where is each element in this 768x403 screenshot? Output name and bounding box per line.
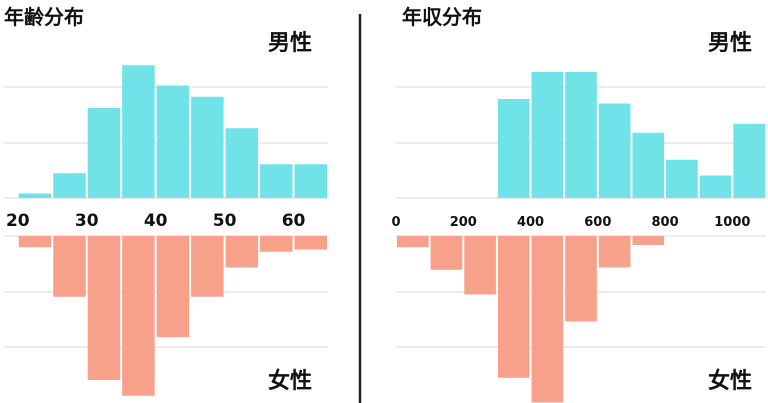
age-female-label: 女性 <box>268 368 312 394</box>
income-female-bar <box>598 236 631 268</box>
income-female-bar <box>632 236 665 245</box>
income-female-bar <box>464 236 496 295</box>
age-female-bar <box>294 236 327 250</box>
income-male-bar <box>531 72 564 198</box>
income-female-label: 女性 <box>708 368 752 394</box>
income-male-label: 男性 <box>708 31 752 56</box>
age-male-bar <box>87 108 121 198</box>
income-distribution-panel: 年収分布 男性 女性 0 200 400 600 800 1000 <box>391 5 766 403</box>
income-female-bar <box>565 236 597 322</box>
income-female-bar <box>397 236 429 248</box>
age-male-bar <box>156 85 190 198</box>
income-male-bar <box>733 123 765 198</box>
age-female-bar <box>87 236 121 380</box>
income-male-bar <box>497 99 530 198</box>
age-x-tick-label: 40 <box>144 211 168 231</box>
age-male-bar <box>260 164 293 198</box>
age-x-tick-label: 50 <box>213 211 237 231</box>
age-x-tick-label: 30 <box>75 211 99 231</box>
income-x-tick-label: 1000 <box>714 215 750 230</box>
age-distribution-panel: 年齢分布 男性 女性 20 30 40 50 60 <box>4 5 328 396</box>
income-male-bar <box>632 132 665 198</box>
age-female-bar <box>122 236 155 396</box>
age-male-bar <box>18 193 52 198</box>
income-x-tick-label: 800 <box>652 215 679 230</box>
age-x-tick-label: 20 <box>6 211 30 231</box>
income-female-bar <box>497 236 530 378</box>
income-x-tick-label: 200 <box>450 215 477 230</box>
age-male-bar <box>225 128 259 198</box>
income-male-bar <box>598 103 631 198</box>
income-x-tick-label: 400 <box>517 215 544 230</box>
age-female-bar <box>225 236 259 268</box>
age-female-bar <box>191 236 224 297</box>
income-x-tick-label: 600 <box>584 215 611 230</box>
age-male-bar <box>53 173 86 198</box>
age-female-bar <box>18 236 52 248</box>
income-male-bar <box>565 72 597 198</box>
income-male-bar <box>699 175 732 198</box>
age-chart-title: 年齢分布 <box>4 5 84 29</box>
income-male-bar <box>666 159 698 198</box>
age-x-tick-label: 60 <box>282 211 306 231</box>
income-chart-title: 年収分布 <box>402 5 482 29</box>
income-x-tick-label: 0 <box>391 215 400 230</box>
age-male-bar <box>191 96 224 198</box>
age-female-bar <box>156 236 190 338</box>
income-female-bar <box>430 236 463 270</box>
age-male-label: 男性 <box>268 31 312 56</box>
age-male-bar <box>122 65 155 198</box>
age-female-bar <box>260 236 293 252</box>
income-female-bar <box>531 236 564 403</box>
age-female-bar <box>53 236 86 297</box>
age-male-bar <box>294 164 327 198</box>
